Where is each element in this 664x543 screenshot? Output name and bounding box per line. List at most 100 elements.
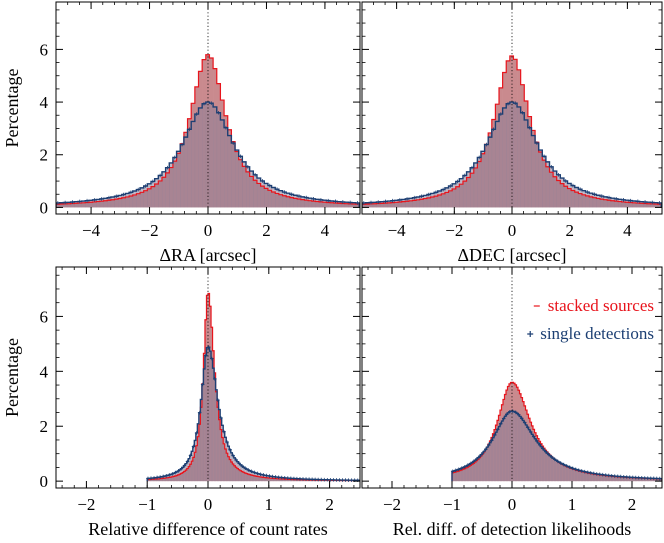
single-bin <box>492 437 495 482</box>
y-tick-label: 2 <box>40 146 49 165</box>
single-marker <box>362 201 366 205</box>
y-tick-label: 0 <box>40 472 49 491</box>
panel-1: −4 −2 0 2 4 0 2 4 6 Percentage ΔRA [arcsec] <box>2 1 361 265</box>
single-marker <box>173 470 178 475</box>
single-bin <box>587 472 589 482</box>
y-tick-label: 0 <box>40 198 49 217</box>
single-bin <box>470 463 472 482</box>
single-bin <box>633 477 636 482</box>
single-marker <box>563 179 568 183</box>
single-marker <box>170 472 175 476</box>
single-marker <box>585 190 590 194</box>
single-marker <box>275 187 279 192</box>
single-bin <box>590 472 592 482</box>
single-bin <box>200 399 203 482</box>
single-bin <box>596 195 601 208</box>
single-bin <box>506 103 511 208</box>
single-marker <box>185 459 190 464</box>
single-bin <box>441 189 446 208</box>
single-bin <box>253 472 256 482</box>
single-bin <box>220 417 222 482</box>
single-bin <box>233 457 236 482</box>
single-bin <box>262 474 265 482</box>
single-bin <box>365 202 370 208</box>
single-bin <box>401 199 406 208</box>
single-bin <box>311 198 316 208</box>
single-bin <box>545 161 550 208</box>
single-marker <box>513 101 518 106</box>
single-bin <box>236 461 239 482</box>
single-bin <box>209 351 212 482</box>
x-tick-label: 0 <box>508 221 517 240</box>
single-marker <box>621 197 626 202</box>
single-bin <box>462 467 465 482</box>
single-bin <box>630 477 633 482</box>
single-marker <box>534 439 539 443</box>
single-bin <box>300 196 305 208</box>
single-bin <box>471 462 474 482</box>
single-bin <box>132 190 137 208</box>
single-bin <box>551 457 553 482</box>
single-bin <box>620 476 622 482</box>
single-marker <box>121 192 126 197</box>
single-bin <box>599 474 601 482</box>
single-marker <box>346 478 351 482</box>
single-marker <box>556 172 561 177</box>
single-bin <box>355 202 360 208</box>
single-bin <box>114 196 119 208</box>
single-marker <box>289 476 293 481</box>
single-bin <box>609 475 612 482</box>
single-marker <box>246 468 251 472</box>
single-bin <box>474 460 477 482</box>
single-marker <box>304 195 309 200</box>
single-bin <box>213 106 218 208</box>
single-marker <box>167 473 172 477</box>
single-bin <box>563 180 568 208</box>
single-bin <box>70 201 75 208</box>
single-bin <box>566 465 568 482</box>
single-marker <box>63 200 67 205</box>
single-bin <box>546 453 549 482</box>
single-marker <box>213 377 217 381</box>
single-bin <box>198 107 203 208</box>
single-bin <box>434 192 439 208</box>
single-bin <box>230 452 233 482</box>
single-bin <box>596 473 598 482</box>
single-bin <box>512 411 514 482</box>
single-marker <box>200 382 205 387</box>
single-bin <box>531 135 536 208</box>
single-bin <box>467 465 469 482</box>
single-bin <box>217 400 219 482</box>
single-marker <box>477 454 482 458</box>
single-bin <box>518 414 520 482</box>
single-marker <box>549 455 554 459</box>
single-marker <box>307 477 311 482</box>
x-tick-label: 1 <box>568 495 577 514</box>
panel-3: −2 −1 0 1 2 0 2 4 6 Percentage Relative difference… <box>2 266 361 539</box>
single-bin <box>491 440 493 482</box>
single-bin <box>304 197 309 208</box>
single-bin <box>549 166 554 208</box>
single-bin <box>172 157 177 208</box>
single-marker <box>567 465 572 469</box>
single-bin <box>607 197 612 208</box>
single-marker <box>224 125 228 130</box>
single-marker <box>390 198 395 203</box>
x-tick-label: 2 <box>262 221 271 240</box>
single-marker <box>206 345 211 349</box>
single-marker <box>151 179 155 184</box>
single-bin <box>221 425 224 482</box>
single-bin <box>246 166 250 208</box>
single-marker <box>628 198 633 203</box>
single-bin <box>632 200 637 208</box>
single-marker <box>501 416 506 421</box>
single-bin <box>537 442 540 482</box>
y-tick-label: 2 <box>40 417 49 436</box>
single-marker <box>419 194 424 199</box>
single-bin <box>362 202 366 208</box>
single-bin <box>226 442 229 482</box>
single-bin <box>211 358 213 482</box>
single-marker <box>537 443 542 447</box>
single-bin <box>242 467 245 482</box>
single-bin <box>581 470 583 482</box>
